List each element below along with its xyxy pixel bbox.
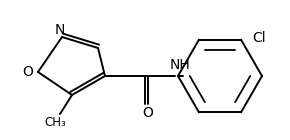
Text: Cl: Cl — [252, 31, 266, 45]
Text: O: O — [143, 106, 153, 120]
Text: NH: NH — [170, 58, 190, 72]
Text: N: N — [55, 23, 65, 37]
Text: CH₃: CH₃ — [44, 116, 66, 130]
Text: O: O — [23, 65, 33, 79]
